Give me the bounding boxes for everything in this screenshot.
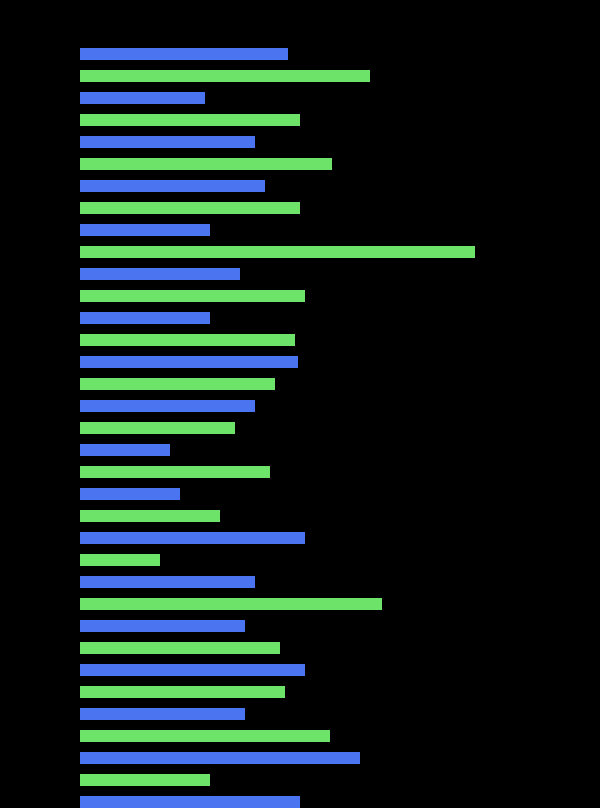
bar-19 <box>80 466 270 478</box>
bar-32 <box>80 752 360 764</box>
bar-34 <box>80 796 300 808</box>
bar-20 <box>80 488 180 500</box>
bar-13 <box>80 334 295 346</box>
bar-7 <box>80 202 300 214</box>
bar-3 <box>80 114 300 126</box>
bar-9 <box>80 246 475 258</box>
bar-17 <box>80 422 235 434</box>
bar-0 <box>80 48 288 60</box>
bar-10 <box>80 268 240 280</box>
bar-1 <box>80 70 370 82</box>
bar-4 <box>80 136 255 148</box>
bar-23 <box>80 554 160 566</box>
bar-31 <box>80 730 330 742</box>
bar-12 <box>80 312 210 324</box>
bar-6 <box>80 180 265 192</box>
bar-22 <box>80 532 305 544</box>
bar-2 <box>80 92 205 104</box>
bar-30 <box>80 708 245 720</box>
bar-14 <box>80 356 298 368</box>
bar-29 <box>80 686 285 698</box>
bar-26 <box>80 620 245 632</box>
bar-28 <box>80 664 305 676</box>
bar-24 <box>80 576 255 588</box>
bar-25 <box>80 598 382 610</box>
bar-16 <box>80 400 255 412</box>
bar-27 <box>80 642 280 654</box>
bar-5 <box>80 158 332 170</box>
bar-8 <box>80 224 210 236</box>
bar-15 <box>80 378 275 390</box>
bar-11 <box>80 290 305 302</box>
horizontal-bar-chart <box>80 48 560 748</box>
bar-18 <box>80 444 170 456</box>
bar-33 <box>80 774 210 786</box>
bar-21 <box>80 510 220 522</box>
